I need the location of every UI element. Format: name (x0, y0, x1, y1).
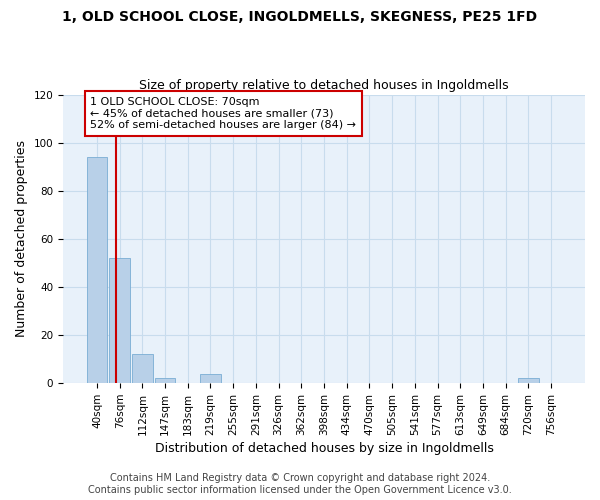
Text: Contains HM Land Registry data © Crown copyright and database right 2024.
Contai: Contains HM Land Registry data © Crown c… (88, 474, 512, 495)
Text: 1 OLD SCHOOL CLOSE: 70sqm
← 45% of detached houses are smaller (73)
52% of semi-: 1 OLD SCHOOL CLOSE: 70sqm ← 45% of detac… (90, 97, 356, 130)
Bar (132, 354, 152, 383)
Bar (518, 378, 539, 383)
Bar (200, 374, 221, 383)
Y-axis label: Number of detached properties: Number of detached properties (15, 140, 28, 338)
Text: 1, OLD SCHOOL CLOSE, INGOLDMELLS, SKEGNESS, PE25 1FD: 1, OLD SCHOOL CLOSE, INGOLDMELLS, SKEGNE… (62, 10, 538, 24)
Bar (87, 157, 107, 383)
Title: Size of property relative to detached houses in Ingoldmells: Size of property relative to detached ho… (139, 79, 509, 92)
X-axis label: Distribution of detached houses by size in Ingoldmells: Distribution of detached houses by size … (155, 442, 493, 455)
Bar (109, 258, 130, 383)
Bar (155, 378, 175, 383)
